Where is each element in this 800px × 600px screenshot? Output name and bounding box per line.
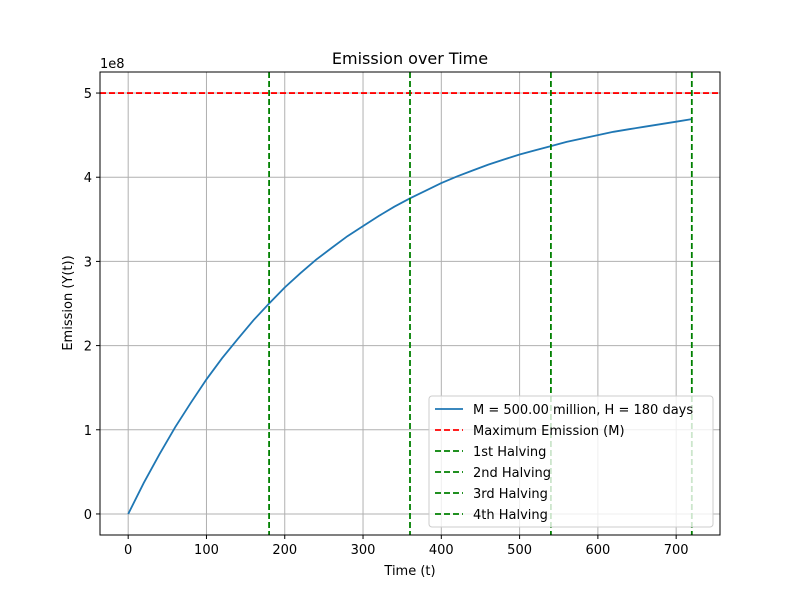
- x-tick-label: 600: [585, 543, 610, 558]
- y-tick-label: 2: [84, 340, 92, 355]
- series-layer: [100, 72, 720, 535]
- legend-label: 1st Halving: [473, 445, 546, 460]
- y-axis-label: Emission (Y(t)): [61, 255, 76, 350]
- plot-area: [100, 72, 720, 535]
- x-tick-label: 300: [351, 543, 376, 558]
- y-offset-label: 1e8: [100, 57, 125, 72]
- x-tick-label: 400: [429, 543, 454, 558]
- x-tick-label: 200: [272, 543, 297, 558]
- y-tick-label: 5: [84, 87, 92, 102]
- y-tick-label: 3: [84, 255, 92, 270]
- x-tick-label: 700: [664, 543, 689, 558]
- axes-frame: [99, 71, 721, 536]
- legend-box: [428, 395, 714, 528]
- x-tick-label: 100: [194, 543, 219, 558]
- chart-title: Emission over Time: [332, 49, 488, 68]
- legend-label: M = 500.00 million, H = 180 days: [473, 403, 693, 418]
- x-tick-label: 0: [124, 543, 132, 558]
- legend-label: Maximum Emission (M): [473, 424, 625, 439]
- y-tick-label: 1: [84, 424, 92, 439]
- y-tick-label: 4: [84, 171, 92, 186]
- x-axis-label: Time (t): [383, 564, 435, 579]
- ticks: 0 100 200 300 400 500 600 700 0 1 2 3 4 5: [84, 87, 689, 558]
- x-tick-label: 500: [507, 543, 532, 558]
- legend-label: 4th Halving: [473, 508, 548, 523]
- legend: M = 500.00 million, H = 180 days Maximum …: [428, 395, 714, 528]
- legend-label: 2nd Halving: [473, 466, 551, 481]
- y-tick-label: 0: [84, 508, 92, 523]
- legend-label: 3rd Halving: [473, 487, 548, 502]
